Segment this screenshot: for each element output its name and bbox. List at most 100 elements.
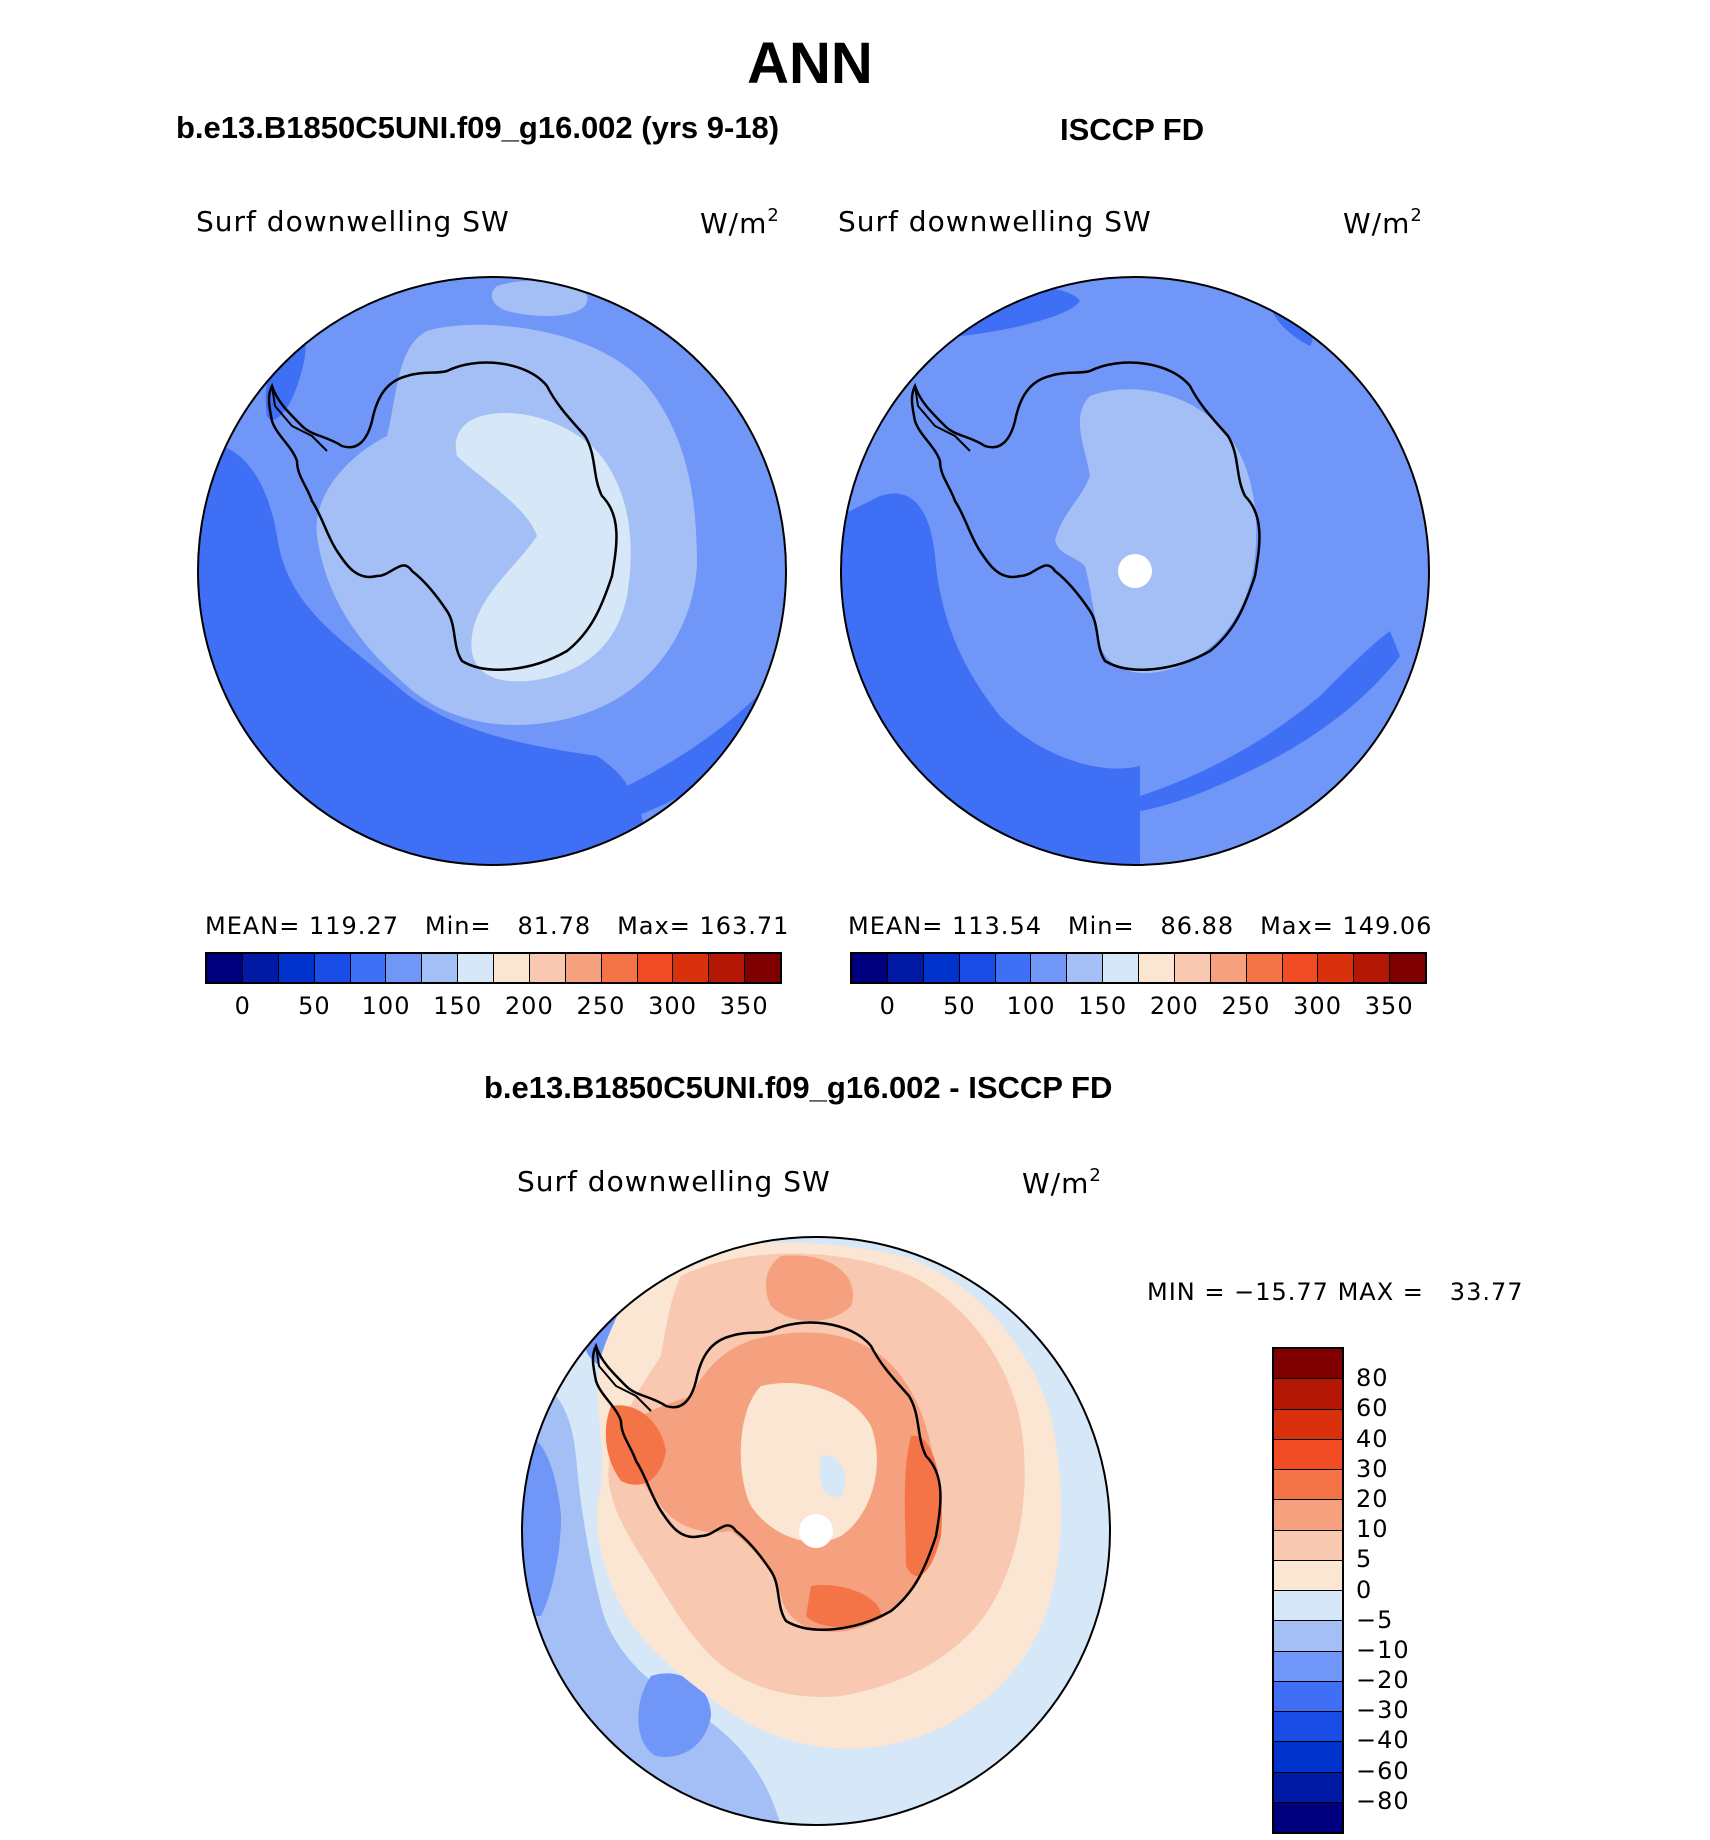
- colorbar-cell: [1274, 1560, 1342, 1591]
- colorbar-cell: [601, 954, 638, 982]
- left-units-label: W/m2: [700, 205, 780, 240]
- colorbar-cell: [529, 954, 566, 982]
- model-subtitle: b.e13.B1850C5UNI.f09_g16.002 (yrs 9-18): [176, 110, 780, 145]
- colorbar-cell: [1274, 1439, 1342, 1470]
- diff-variable-label: Surf downwelling SW: [517, 1165, 831, 1198]
- colorbar-cell: [1174, 954, 1211, 982]
- colorbar-cell: [1390, 954, 1425, 982]
- model-polar-map: [197, 276, 787, 866]
- page-title: ANN: [747, 31, 873, 96]
- pos-5-interior: [740, 1382, 877, 1542]
- colorbar-cell: [1274, 1742, 1342, 1773]
- right-stats: MEAN= 113.54 Min= 86.88 Max= 149.06: [848, 912, 1433, 940]
- left-colorbar: [205, 952, 782, 984]
- colorbar-cell: [207, 954, 243, 982]
- colorbar-cell: [1139, 954, 1175, 982]
- colorbar-cell: [242, 954, 279, 982]
- low-flux-band-east: [627, 696, 772, 816]
- pos-30-patch-s: [806, 1585, 881, 1628]
- colorbar-tick-label: 250: [1221, 992, 1271, 1020]
- colorbar-tick-label: 150: [1078, 992, 1128, 1020]
- colorbar-tick-label: 80: [1356, 1364, 1389, 1393]
- low-flux-band-se: [1140, 631, 1400, 811]
- high-flux-interior: [455, 412, 631, 682]
- colorbar-cell: [386, 954, 423, 982]
- mid-flux-patch: [491, 280, 588, 316]
- colorbar-cell: [959, 954, 996, 982]
- diff-units-label: W/m2: [1022, 1165, 1102, 1200]
- colorbar-tick-label: 40: [1356, 1424, 1389, 1453]
- neg-20-patch-s: [638, 1673, 711, 1757]
- colorbar-tick-label: 0: [879, 992, 896, 1020]
- left-variable-label: Surf downwelling SW: [196, 205, 510, 238]
- colorbar-tick-label: 60: [1356, 1394, 1389, 1423]
- colorbar-cell: [1274, 1712, 1342, 1743]
- difference-polar-map: [521, 1236, 1111, 1826]
- colorbar-tick-label: 10: [1356, 1515, 1389, 1544]
- colorbar-tick-label: −20: [1356, 1666, 1410, 1695]
- peninsula-coast: [595, 1345, 652, 1412]
- colorbar-cell: [1274, 1651, 1342, 1682]
- colorbar-tick-label: 20: [1356, 1484, 1389, 1513]
- colorbar-tick-label: 50: [298, 992, 331, 1020]
- colorbar-tick-label: −5: [1356, 1605, 1394, 1634]
- difference-colorbar: [1272, 1347, 1344, 1834]
- colorbar-tick-label: 350: [1364, 992, 1414, 1020]
- colorbar-cell: [745, 954, 780, 982]
- colorbar-tick-label: 250: [576, 992, 626, 1020]
- diff-subtitle: b.e13.B1850C5UNI.f09_g16.002 - ISCCP FD: [484, 1070, 1113, 1105]
- low-flux-band: [198, 444, 647, 865]
- colorbar-cell: [422, 954, 459, 982]
- missing-data-pole: [799, 1514, 833, 1548]
- colorbar-cell: [887, 954, 924, 982]
- colorbar-cell: [314, 954, 351, 982]
- colorbar-cell: [1246, 954, 1283, 982]
- obs-subtitle: ISCCP FD: [1060, 112, 1205, 147]
- antarctica-coastline: [591, 1321, 942, 1631]
- diff-stats: MIN = −15.77 MAX = 33.77: [1147, 1278, 1524, 1306]
- colorbar-cell: [1274, 1409, 1342, 1440]
- right-units-label: W/m2: [1343, 205, 1423, 240]
- peninsula-coast: [271, 385, 328, 452]
- colorbar-cell: [1210, 954, 1247, 982]
- neg-5-interior: [819, 1455, 845, 1497]
- colorbar-tick-label: 5: [1356, 1545, 1373, 1574]
- pos-30-patch-e: [904, 1435, 942, 1576]
- pos-20-region: [765, 1255, 853, 1321]
- colorbar-tick-label: 300: [648, 992, 697, 1020]
- colorbar-tick-label: 350: [719, 992, 769, 1020]
- colorbar-cell: [852, 954, 888, 982]
- neg-20-patch-w: [522, 1435, 561, 1616]
- colorbar-tick-label: 0: [1356, 1575, 1373, 1604]
- colorbar-cell: [1274, 1681, 1342, 1712]
- colorbar-tick-label: 50: [943, 992, 976, 1020]
- colorbar-cell: [995, 954, 1032, 982]
- colorbar-cell: [1274, 1772, 1342, 1803]
- colorbar-tick-label: 0: [234, 992, 251, 1020]
- right-variable-label: Surf downwelling SW: [838, 205, 1152, 238]
- missing-data-pole: [1118, 554, 1152, 588]
- colorbar-cell: [709, 954, 746, 982]
- colorbar-cell: [1031, 954, 1068, 982]
- colorbar-cell: [1274, 1379, 1342, 1410]
- colorbar-cell: [1354, 954, 1391, 982]
- colorbar-tick-label: −30: [1356, 1696, 1410, 1725]
- colorbar-tick-label: 300: [1293, 992, 1342, 1020]
- colorbar-tick-label: 200: [1149, 992, 1199, 1020]
- colorbar-tick-label: 100: [361, 992, 411, 1020]
- mid-flux-interior: [1055, 389, 1257, 674]
- colorbar-tick-label: −10: [1356, 1635, 1410, 1664]
- colorbar-cell: [1274, 1500, 1342, 1531]
- right-colorbar: [850, 952, 1427, 984]
- colorbar-tick-label: −80: [1356, 1786, 1410, 1815]
- colorbar-cell: [1067, 954, 1104, 982]
- colorbar-cell: [673, 954, 710, 982]
- peninsula-coast: [914, 385, 971, 452]
- colorbar-tick-label: 30: [1356, 1454, 1389, 1483]
- colorbar-cell: [1103, 954, 1139, 982]
- colorbar-cell: [278, 954, 315, 982]
- colorbar-tick-label: 100: [1006, 992, 1056, 1020]
- colorbar-cell: [1274, 1349, 1342, 1380]
- antarctica-coastline: [910, 361, 1261, 671]
- colorbar-cell: [494, 954, 530, 982]
